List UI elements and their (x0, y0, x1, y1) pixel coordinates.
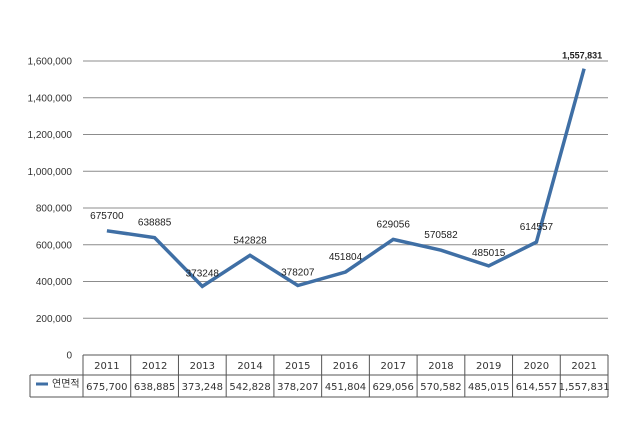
y-tick-label: 0 (66, 351, 72, 362)
x-category-label: 2012 (142, 361, 167, 372)
table-value-cell: 451,804 (325, 382, 366, 393)
y-tick-label: 1,600,000 (28, 57, 73, 68)
x-category-label: 2020 (524, 361, 549, 372)
table-value-cell: 570,582 (420, 382, 461, 393)
table-value-cell: 542,828 (229, 382, 270, 393)
legend-label: 연면적 (52, 378, 80, 390)
data-table: 2011 2012 2013 2014 2015 2016 2017 2018 2019 2020… (29, 354, 610, 398)
table-value-cell: 614,557 (516, 382, 557, 393)
y-tick-label: 1,000,000 (28, 167, 73, 178)
y-tick-label: 1,200,000 (28, 130, 73, 141)
data-label: 638885 (138, 218, 172, 229)
data-label: 1,557,831 (562, 51, 602, 61)
table-value-cell: 485,015 (468, 382, 509, 393)
table-value-cell: 373,248 (182, 382, 223, 393)
data-label: 542828 (233, 235, 267, 246)
x-category-label: 2013 (190, 361, 215, 372)
grid-lines (83, 60, 608, 319)
series-line-0 (106, 68, 586, 289)
series-lines (106, 68, 586, 289)
table-value-cell: 638,885 (134, 382, 175, 393)
data-label: 675700 (90, 211, 124, 222)
y-axis-ticks: 0 200,000 400,000 600,000 800,000 1,000,000 1,… (28, 57, 73, 362)
data-label: 485015 (472, 248, 506, 259)
table-value-cell: 629,056 (373, 382, 414, 393)
y-tick-label: 800,000 (36, 204, 73, 215)
y-tick-label: 200,000 (36, 314, 73, 325)
x-category-label: 2011 (94, 361, 119, 372)
x-category-label: 2014 (237, 361, 262, 372)
data-label: 614557 (520, 222, 554, 233)
table-value-cell: 1,557,831 (559, 382, 610, 393)
data-labels: 675700 638885 373248 542828 378207 451804 6290… (90, 51, 602, 280)
table-value-cell: 378,207 (277, 382, 318, 393)
x-category-label: 2021 (571, 361, 596, 372)
data-label: 629056 (377, 219, 411, 230)
x-category-label: 2017 (381, 361, 406, 372)
data-label: 378207 (281, 268, 315, 279)
table-value-cell: 675,700 (86, 382, 127, 393)
y-tick-label: 400,000 (36, 277, 73, 288)
x-category-label: 2018 (428, 361, 453, 372)
data-label: 570582 (424, 230, 458, 241)
data-label: 451804 (329, 252, 363, 263)
y-tick-label: 1,400,000 (28, 93, 73, 104)
x-category-label: 2016 (333, 361, 358, 372)
data-label: 373248 (186, 268, 220, 279)
x-category-label: 2015 (285, 361, 310, 372)
y-tick-label: 600,000 (36, 240, 73, 251)
x-category-label: 2019 (476, 361, 501, 372)
